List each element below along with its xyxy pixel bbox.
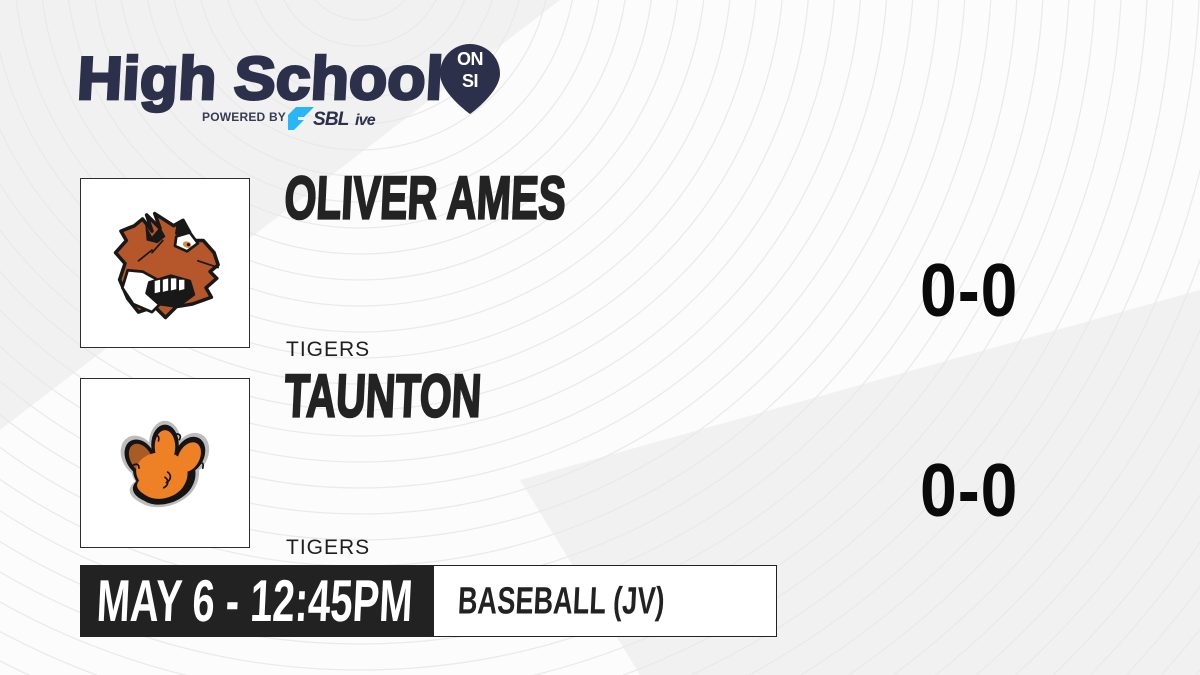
svg-text:SBL: SBL — [313, 109, 349, 130]
svg-text:ive: ive — [355, 112, 376, 129]
